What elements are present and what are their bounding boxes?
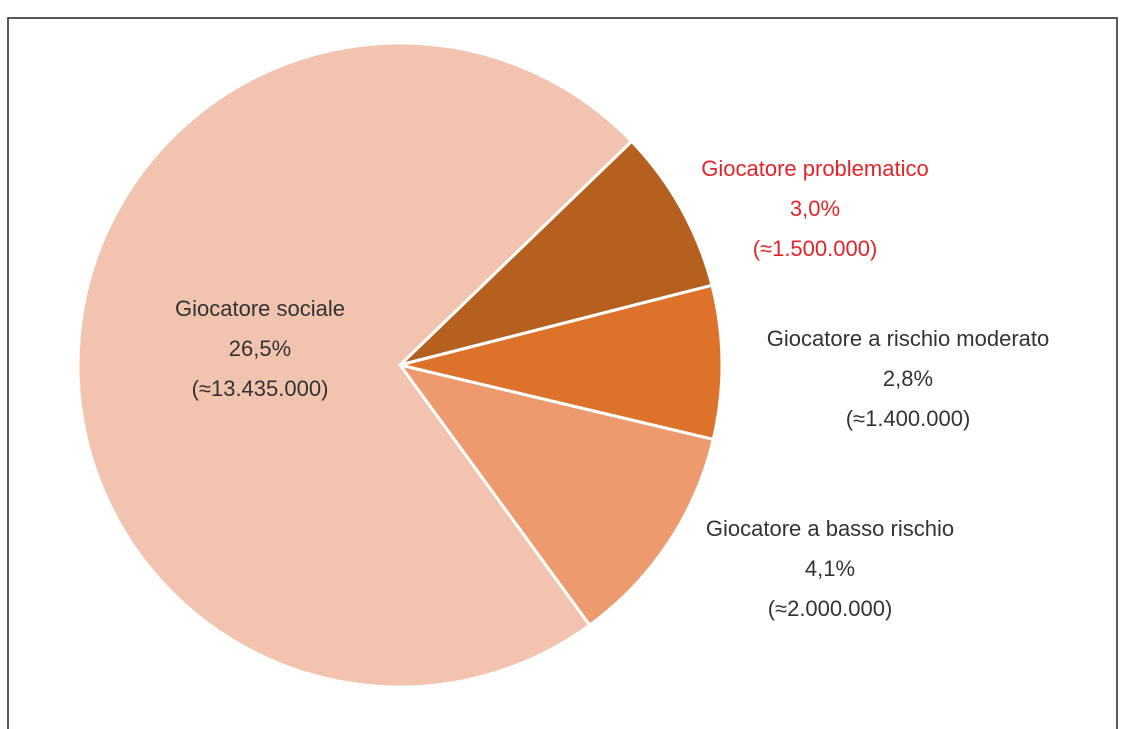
slice-value-label: 26,5% bbox=[229, 336, 291, 361]
slice-value-label: 2,8% bbox=[883, 366, 933, 391]
slice-label: Giocatore a basso rischio bbox=[706, 516, 954, 541]
slice-count-label: (≈1.500.000) bbox=[753, 236, 878, 261]
pie-slice bbox=[394, 139, 714, 368]
slice-value-label: 4,1% bbox=[805, 556, 855, 581]
slice-count-label: (≈2.000.000) bbox=[768, 596, 893, 621]
frame bbox=[7, 17, 1118, 729]
pie-slice bbox=[396, 362, 716, 628]
slice-label: Giocatore problematico bbox=[701, 156, 928, 181]
slice-label: Giocatore sociale bbox=[175, 296, 345, 321]
slice-count-label: (≈13.435.000) bbox=[192, 376, 329, 401]
slice-label: Giocatore a rischio moderato bbox=[767, 326, 1049, 351]
slice-value-label: 3,0% bbox=[790, 196, 840, 221]
pie-slice bbox=[76, 41, 634, 689]
slice-count-label: (≈1.400.000) bbox=[846, 406, 971, 431]
pie-slice bbox=[399, 283, 724, 442]
